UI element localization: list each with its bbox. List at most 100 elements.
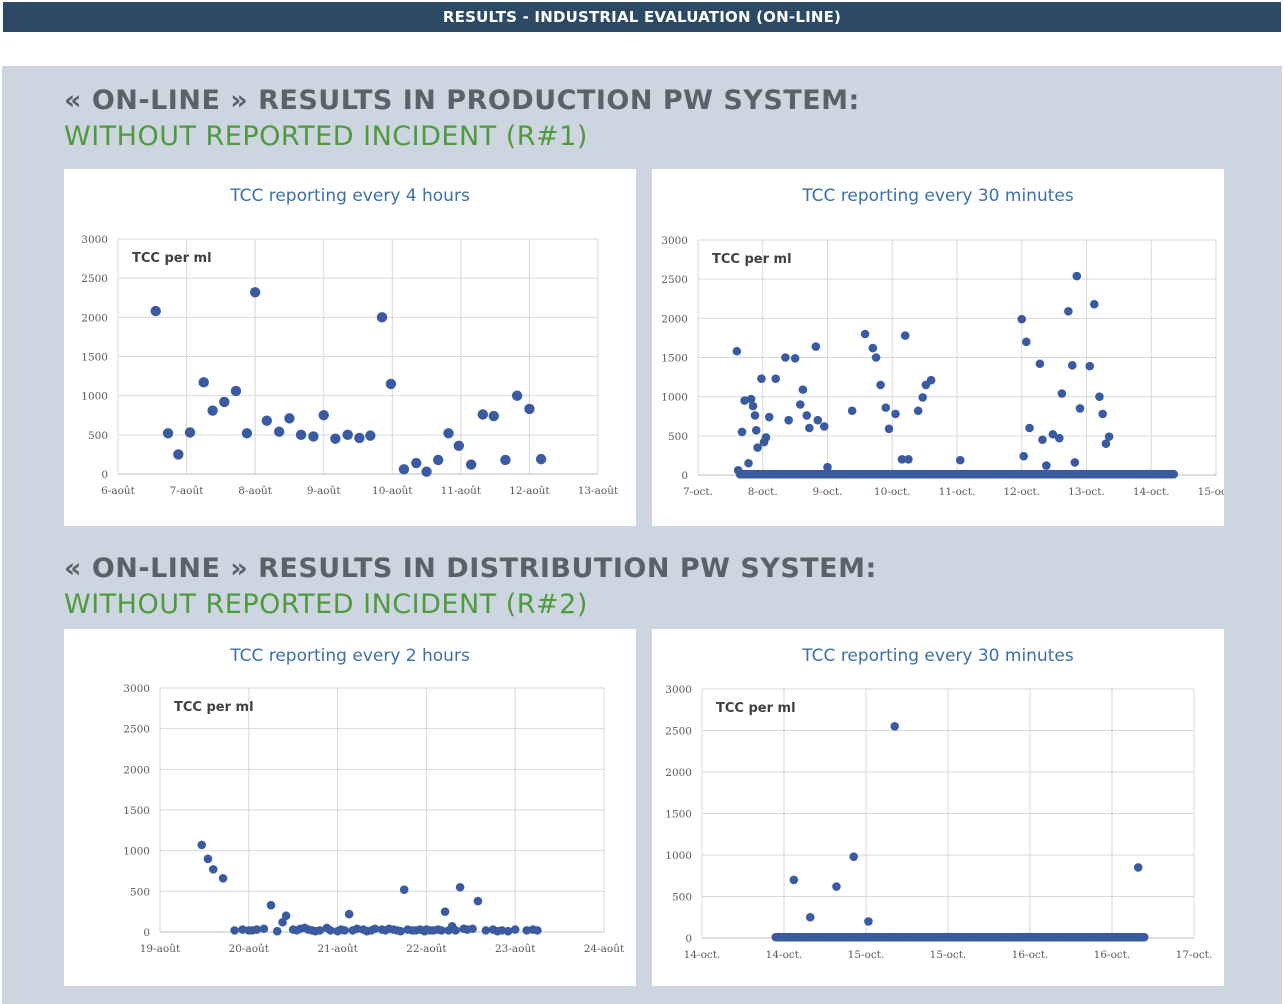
x-tick-label: 10-août [372,485,413,497]
data-point [281,911,291,921]
data-point [811,342,821,351]
data-point [1089,299,1099,309]
data-point [230,926,239,935]
y-tick-label: 3000 [661,235,688,247]
data-point [753,443,762,452]
data-point [864,917,873,926]
chart-title: TCC reporting every 30 minutes [801,646,1074,666]
data-point [330,433,341,444]
data-point [219,396,230,408]
data-point [757,374,766,383]
data-point [868,343,878,353]
data-point [488,410,499,422]
y-tick-label: 500 [130,886,150,898]
data-point [732,346,742,356]
x-tick-label: 14-oct. [684,949,721,961]
y-tick-label: 2000 [123,764,150,776]
y-tick-label: 3000 [665,684,692,696]
data-point [433,454,444,466]
data-point [259,924,269,934]
data-point [904,455,913,464]
data-point [1098,409,1107,419]
x-tick-label: 12-août [509,485,550,497]
data-point [737,427,747,437]
y-tick-label: 500 [88,430,108,442]
data-point [284,413,295,424]
x-tick-label: 22-août [406,943,447,955]
chart-svg: TCC reporting every 4 hours 0 500 1000 1500 2… [81,186,619,497]
x-tick-label: 13-août [578,485,619,497]
data-point [1042,461,1051,470]
data-point [1025,423,1034,433]
data-point [744,458,753,468]
data-point [511,390,523,401]
data-point [398,464,410,475]
data-point [751,426,761,435]
data-point [203,854,213,864]
data-point [1101,439,1111,448]
data-point [533,926,542,935]
data-point [796,400,805,409]
data-point [798,385,808,394]
section-heading-distribution: « ON-LINE » RESULTS IN DISTRIBUTION PW S… [64,551,877,623]
y-axis-label: TCC per ml [716,701,796,716]
data-point [198,377,209,388]
data-point [218,874,228,883]
y-tick-label: 1000 [665,850,692,862]
data-point [370,924,380,934]
data-point [871,353,881,362]
section-heading-line1: « ON-LINE » RESULTS IN PRODUCTION PW SYS… [64,85,860,116]
data-point [440,907,450,916]
data-point [278,917,287,927]
data-point [503,926,513,936]
data-point [197,840,207,850]
chart-svg: TCC reporting every 30 minutes 0 500 1000 15… [665,646,1212,961]
data-point [162,428,174,439]
data-point [897,455,907,464]
data-point [173,449,184,460]
x-tick-label: 10-oct. [874,486,911,498]
y-tick-label: 2500 [665,726,692,738]
data-point [733,466,743,475]
chart-title: TCC reporting every 30 minutes [801,186,1074,206]
data-point [819,422,829,431]
data-point [740,396,749,405]
data-point [1038,435,1047,445]
x-tick-label: 8-oct. [748,486,778,498]
x-tick-label: 7-oct. [683,486,713,498]
data-point [385,378,397,390]
data-point [266,900,276,910]
y-tick-label: 2000 [661,313,688,325]
header-bar: RESULTS - INDUSTRIAL EVALUATION (ON-LINE… [3,2,1281,32]
data-point [890,722,899,731]
data-point [784,415,793,425]
y-tick-label: 1000 [661,392,688,404]
data-point-baseline [1169,469,1179,479]
data-point [453,440,464,451]
data-point [1064,306,1073,316]
data-point [832,882,841,891]
data-point [500,454,511,466]
data-point [884,424,894,434]
data-point [326,926,335,935]
y-tick-label: 500 [672,892,692,904]
x-tick-label: 9-oct. [813,486,843,498]
chart-title: TCC reporting every 2 hours [229,646,470,666]
x-tick-label: 20-août [229,943,270,955]
x-tick-label: 15-oct. [930,949,967,961]
data-point [847,406,857,416]
data-point [230,385,242,397]
data-point [771,374,780,383]
data-point [184,427,196,438]
data-point [805,423,814,433]
y-tick-label: 3000 [81,234,108,246]
data-point [455,882,465,892]
data-point [1133,863,1143,872]
data-point [813,415,823,425]
data-point [261,415,272,426]
y-tick-label: 0 [101,469,108,481]
data-point [468,924,477,934]
data-point [926,375,936,385]
data-point [1057,389,1067,398]
data-point [272,926,282,936]
